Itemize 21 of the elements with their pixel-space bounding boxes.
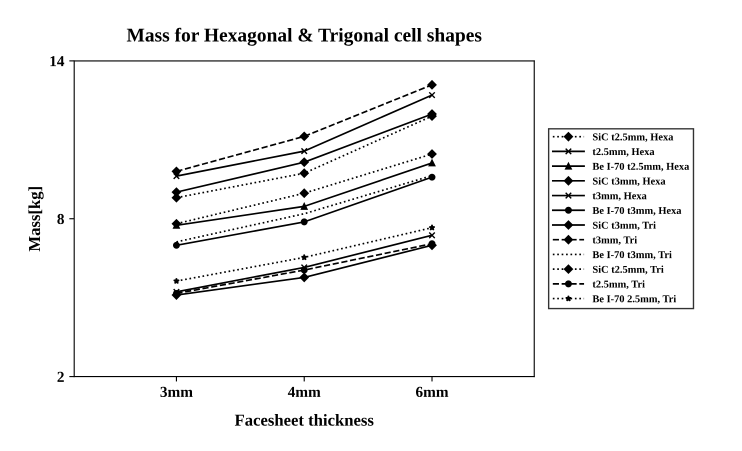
legend-label: SiC t3mm, Tri <box>592 221 656 230</box>
y-tick-label: 2 <box>57 372 64 382</box>
legend-label: t2.5mm, Hexa <box>592 148 654 157</box>
legend-label: t3mm, Tri <box>592 236 637 245</box>
y-tick-label: 8 <box>57 214 64 224</box>
legend-label: Be I-70 t3mm, Tri <box>592 250 672 260</box>
legend-label: SiC t2.5mm, Tri <box>592 266 664 274</box>
legend-label: SiC t3mm, Hexa <box>592 177 666 186</box>
legend-label: SiC t2.5mm, Hexa <box>592 133 674 142</box>
legend-label: Be I-70 t3mm, Hexa <box>592 206 682 216</box>
legend-label: t2.5mm, Tri <box>592 280 645 290</box>
legend-label: Be I-70 2.5mm, Tri <box>592 294 676 304</box>
y-axis-title: Mass[kg] <box>28 187 44 252</box>
x-axis-title: Facesheet thickness <box>234 414 374 426</box>
legend-label: t3mm, Hexa <box>592 192 647 201</box>
chart-title: Mass for Hexagonal & Trigonal cell shapes <box>126 28 482 46</box>
x-tick-label: 3mm <box>160 386 193 398</box>
x-tick-label: 6mm <box>416 386 448 398</box>
y-tick-label: 14 <box>50 56 64 66</box>
x-tick-label: 4mm <box>288 386 321 397</box>
legend-label: Be I-70 t2.5mm, Hexa <box>592 162 690 172</box>
